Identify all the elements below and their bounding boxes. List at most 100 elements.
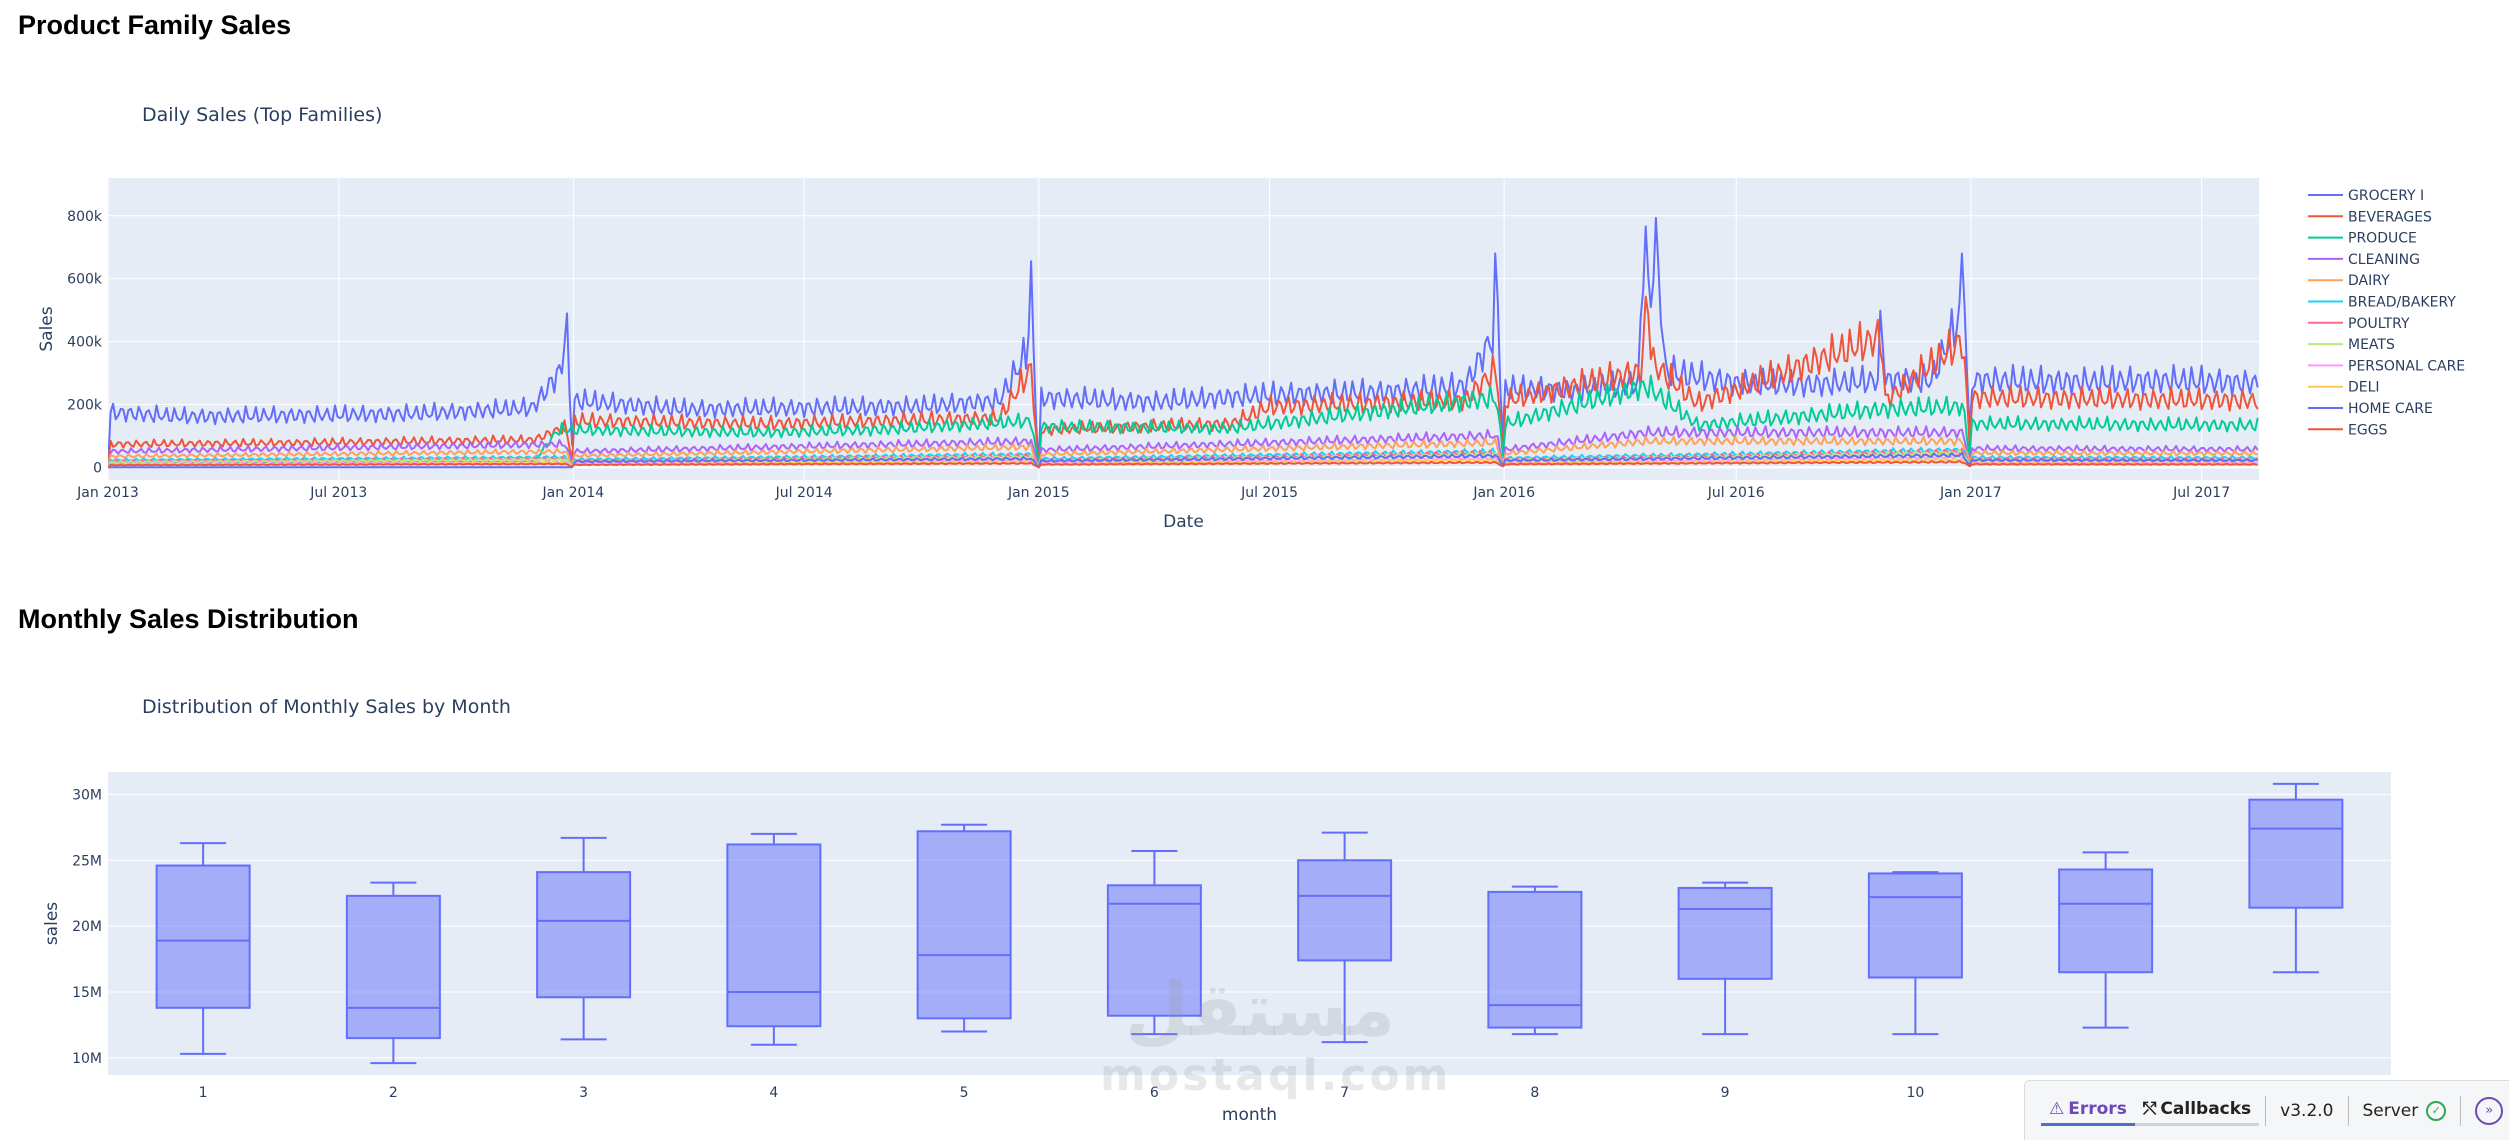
- x-tick-label: Jul 2015: [1240, 485, 1298, 501]
- divider: [2265, 1095, 2267, 1126]
- errors-label: Errors: [2068, 1099, 2127, 1119]
- box-month-4: [726, 832, 822, 1046]
- x-tick-label: 5: [960, 1085, 969, 1101]
- x-axis-title: Date: [1163, 512, 1204, 532]
- iqr-box: [2248, 798, 2344, 909]
- x-tick-label: 1: [199, 1085, 208, 1101]
- y-tick-label: 0: [93, 460, 102, 476]
- expand-toggle-icon[interactable]: »: [2475, 1096, 2504, 1125]
- legend-label: PRODUCE: [2348, 231, 2417, 247]
- line-chart[interactable]: 0 200k 400k 600k 800k Jan 2013 Jul 2013 Jan 201…: [0, 0, 2509, 540]
- x-tick-label: Jul 2014: [775, 485, 833, 501]
- section-title-product-family-sales: Product Family Sales: [18, 10, 292, 40]
- legend-label: BEVERAGES: [2348, 209, 2432, 225]
- y-tick-label: 800k: [67, 209, 103, 225]
- plot-background: [108, 178, 2259, 480]
- section-title-monthly-sales-distribution: Monthly Sales Distribution: [18, 604, 359, 634]
- line-chart-title: Daily Sales (Top Families): [142, 104, 383, 126]
- y-tick-label: 25M: [72, 853, 102, 869]
- x-tick-label: Jan 2016: [1472, 485, 1535, 501]
- errors-tab[interactable]: ⚠ Errors: [2041, 1095, 2135, 1126]
- series-line-grocery-i: [108, 216, 2259, 467]
- box-month-11: [2058, 851, 2154, 1029]
- iqr-box: [2058, 868, 2154, 974]
- legend-label: GROCERY I: [2348, 188, 2424, 204]
- series-line-cleaning: [108, 425, 2259, 469]
- series-lines: [108, 216, 2259, 469]
- x-tick-label: Jan 2015: [1007, 485, 1070, 501]
- check-icon: ✓: [2426, 1100, 2447, 1121]
- divider: [2347, 1095, 2349, 1126]
- legend-label: PERSONAL CARE: [2348, 358, 2465, 374]
- legend-label: POULTRY: [2348, 316, 2410, 332]
- legend-label: MEATS: [2348, 337, 2395, 353]
- box-month-10: [1867, 871, 1963, 1036]
- x-tick-label: 7: [1340, 1085, 1349, 1101]
- server-status: Server ✓: [2355, 1100, 2455, 1121]
- plot-background: [108, 772, 2391, 1075]
- series-line-eggs: [108, 459, 2258, 469]
- legend-label: HOME CARE: [2348, 401, 2433, 417]
- y-tick-label: 400k: [67, 335, 103, 351]
- iqr-box: [1106, 884, 1202, 1017]
- box-month-12: [2248, 782, 2344, 974]
- legend-label: CLEANING: [2348, 252, 2420, 268]
- x-tick-label: 4: [769, 1085, 778, 1101]
- x-tick-label: Jul 2016: [1707, 485, 1765, 501]
- iqr-box: [1487, 890, 1583, 1029]
- x-tick-label: Jan 2017: [1939, 485, 2002, 501]
- y-tick-label: 15M: [72, 985, 102, 1001]
- x-tick-label: 8: [1530, 1085, 1539, 1101]
- x-tick-label: 2: [389, 1085, 398, 1101]
- x-tick-label: 9: [1721, 1085, 1730, 1101]
- box-month-5: [916, 823, 1012, 1033]
- iqr-box: [726, 843, 822, 1028]
- boxes: [155, 782, 2344, 1065]
- x-axis-title: month: [1222, 1105, 1277, 1125]
- iqr-box: [155, 864, 251, 1009]
- dash-devtools-bar: ⚠ Errors ⤲ Callbacks v3.2.0 Server ✓ »: [2024, 1080, 2509, 1140]
- box-month-7: [1297, 831, 1393, 1044]
- box-chart[interactable]: 10M15M20M25M30M123456789101112monthsales: [0, 590, 2509, 1130]
- x-tick-label: Jan 2013: [76, 485, 139, 501]
- x-tick-label: 6: [1150, 1085, 1159, 1101]
- y-tick-label: 600k: [67, 272, 103, 288]
- box-month-1: [155, 842, 251, 1055]
- warning-icon: ⚠: [2049, 1099, 2065, 1119]
- iqr-box: [536, 871, 632, 999]
- iqr-box: [345, 894, 441, 1040]
- y-tick-label: 10M: [72, 1051, 102, 1067]
- iqr-box: [1867, 872, 1963, 979]
- series-line-beverages: [108, 295, 2259, 468]
- legend-label: DELI: [2348, 380, 2380, 396]
- box-month-6: [1106, 850, 1202, 1036]
- callbacks-label: Callbacks: [2160, 1099, 2252, 1119]
- iqr-box: [916, 830, 1012, 1020]
- version-label: v3.2.0: [2280, 1100, 2334, 1121]
- iqr-box: [1297, 859, 1393, 962]
- iqr-box: [1677, 886, 1773, 980]
- callbacks-tab[interactable]: ⤲ Callbacks: [2134, 1095, 2260, 1126]
- y-tick-label: 30M: [72, 787, 102, 803]
- legend-label: EGGS: [2348, 422, 2388, 438]
- box-month-8: [1487, 885, 1583, 1036]
- series-line-home-care: [108, 452, 2258, 469]
- y-tick-label: 20M: [72, 919, 102, 935]
- divider: [2460, 1095, 2462, 1126]
- box-month-2: [345, 881, 441, 1065]
- series-line-dairy: [108, 435, 2258, 469]
- x-tick-label: 10: [1906, 1085, 1924, 1101]
- server-label: Server: [2362, 1100, 2419, 1121]
- y-axis-title: sales: [42, 902, 62, 945]
- x-tick-label: 3: [579, 1085, 588, 1101]
- graph-icon: ⤲: [2142, 1099, 2157, 1119]
- legend-label: BREAD/BAKERY: [2348, 295, 2456, 311]
- x-tick-label: Jul 2013: [309, 485, 367, 501]
- gridlines: [108, 793, 2391, 1059]
- legend: GROCERY I BEVERAGES PRODUCE CLEANING DAIRY BR…: [2308, 188, 2465, 438]
- box-month-9: [1677, 881, 1773, 1036]
- box-chart-title: Distribution of Monthly Sales by Month: [142, 696, 511, 718]
- legend-label: DAIRY: [2348, 273, 2390, 289]
- box-month-3: [536, 836, 632, 1041]
- x-tick-label: Jul 2017: [2172, 485, 2230, 501]
